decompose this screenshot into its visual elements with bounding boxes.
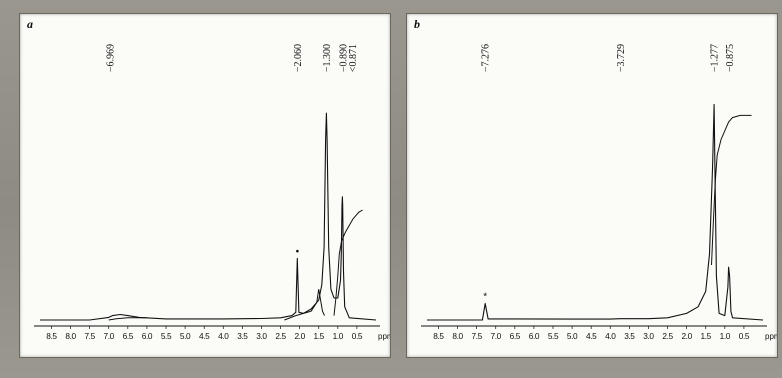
peak-label: −1.300 <box>322 44 333 72</box>
peak-label: −1.277 <box>710 44 721 72</box>
x-tick-label: 1.0 <box>720 331 731 341</box>
integral-curve <box>109 318 147 320</box>
x-tick-label: 1.5 <box>701 331 712 341</box>
x-tick-label: 2.5 <box>662 331 673 341</box>
x-tick-label: 6.5 <box>510 331 521 341</box>
peak-marker: • <box>296 246 300 257</box>
x-tick-label: 0.5 <box>352 331 363 341</box>
x-tick-label: 6.5 <box>123 331 134 341</box>
x-tick-label: 4.0 <box>218 331 229 341</box>
peak-label: −7.276 <box>481 44 492 72</box>
integral-curve <box>334 210 363 316</box>
x-tick-label: 8.5 <box>433 331 444 341</box>
x-tick-label: 4.0 <box>605 331 616 341</box>
x-tick-label: 2.0 <box>681 331 692 341</box>
peak-label: −3.729 <box>616 44 627 72</box>
x-tick-label: 3.5 <box>624 331 635 341</box>
x-tick-label: 8.5 <box>46 331 57 341</box>
x-tick-label: 1.0 <box>333 331 344 341</box>
spectrum-line <box>40 113 376 320</box>
x-tick-label: 7.5 <box>471 331 482 341</box>
spectrum-panel-a: a 8.5 8.0 7.5 7.0 6.5 6.0 5.5 5.0 4.5 4.0 3.5 3.0 2.… <box>19 13 391 358</box>
integral-curve <box>712 115 752 265</box>
x-tick-label: 4.5 <box>586 331 597 341</box>
x-tick-label: 1.5 <box>314 331 325 341</box>
peak-label: <0.871 <box>348 44 359 72</box>
spectrum-panel-b: b 8.5 8.0 7.5 7.0 6.5 6.0 5.5 5.0 4.5 4.0 3.5 3.0 2.… <box>406 13 778 358</box>
x-tick-label: 5.5 <box>548 331 559 341</box>
x-tick-label: 8.0 <box>452 331 463 341</box>
x-tick-label: 7.5 <box>84 331 95 341</box>
x-axis-unit-label: ppm <box>378 332 390 341</box>
x-tick-label: 0.5 <box>739 331 750 341</box>
x-tick-label: 4.5 <box>199 331 210 341</box>
x-tick-label: 5.5 <box>161 331 172 341</box>
x-tick-label: 7.0 <box>491 331 502 341</box>
peak-label: −2.060 <box>293 44 304 72</box>
x-axis-unit-label: ppm <box>765 332 777 341</box>
spectrum-line <box>427 104 763 320</box>
nmr-spectrum-a: 8.5 8.0 7.5 7.0 6.5 6.0 5.5 5.0 4.5 4.0 3.5 3.0 2.5 2… <box>20 14 390 357</box>
peak-label: −6.969 <box>105 44 116 72</box>
nmr-spectrum-b: 8.5 8.0 7.5 7.0 6.5 6.0 5.5 5.0 4.5 4.0 3.5 3.0 2.5 2… <box>407 14 777 357</box>
x-tick-label: 2.5 <box>275 331 286 341</box>
x-tick-label: 6.0 <box>529 331 540 341</box>
x-tick-label: 3.0 <box>643 331 654 341</box>
x-tick-label: 7.0 <box>104 331 115 341</box>
x-tick-label: 5.0 <box>180 331 191 341</box>
x-tick-label: 3.0 <box>256 331 267 341</box>
x-tick-label: 8.0 <box>65 331 76 341</box>
x-tick-label: 6.0 <box>142 331 153 341</box>
peak-label: −0.875 <box>725 44 736 72</box>
x-tick-label: 3.5 <box>237 331 248 341</box>
x-tick-label: 5.0 <box>567 331 578 341</box>
peak-marker: * <box>483 292 487 303</box>
x-tick-label: 2.0 <box>294 331 305 341</box>
